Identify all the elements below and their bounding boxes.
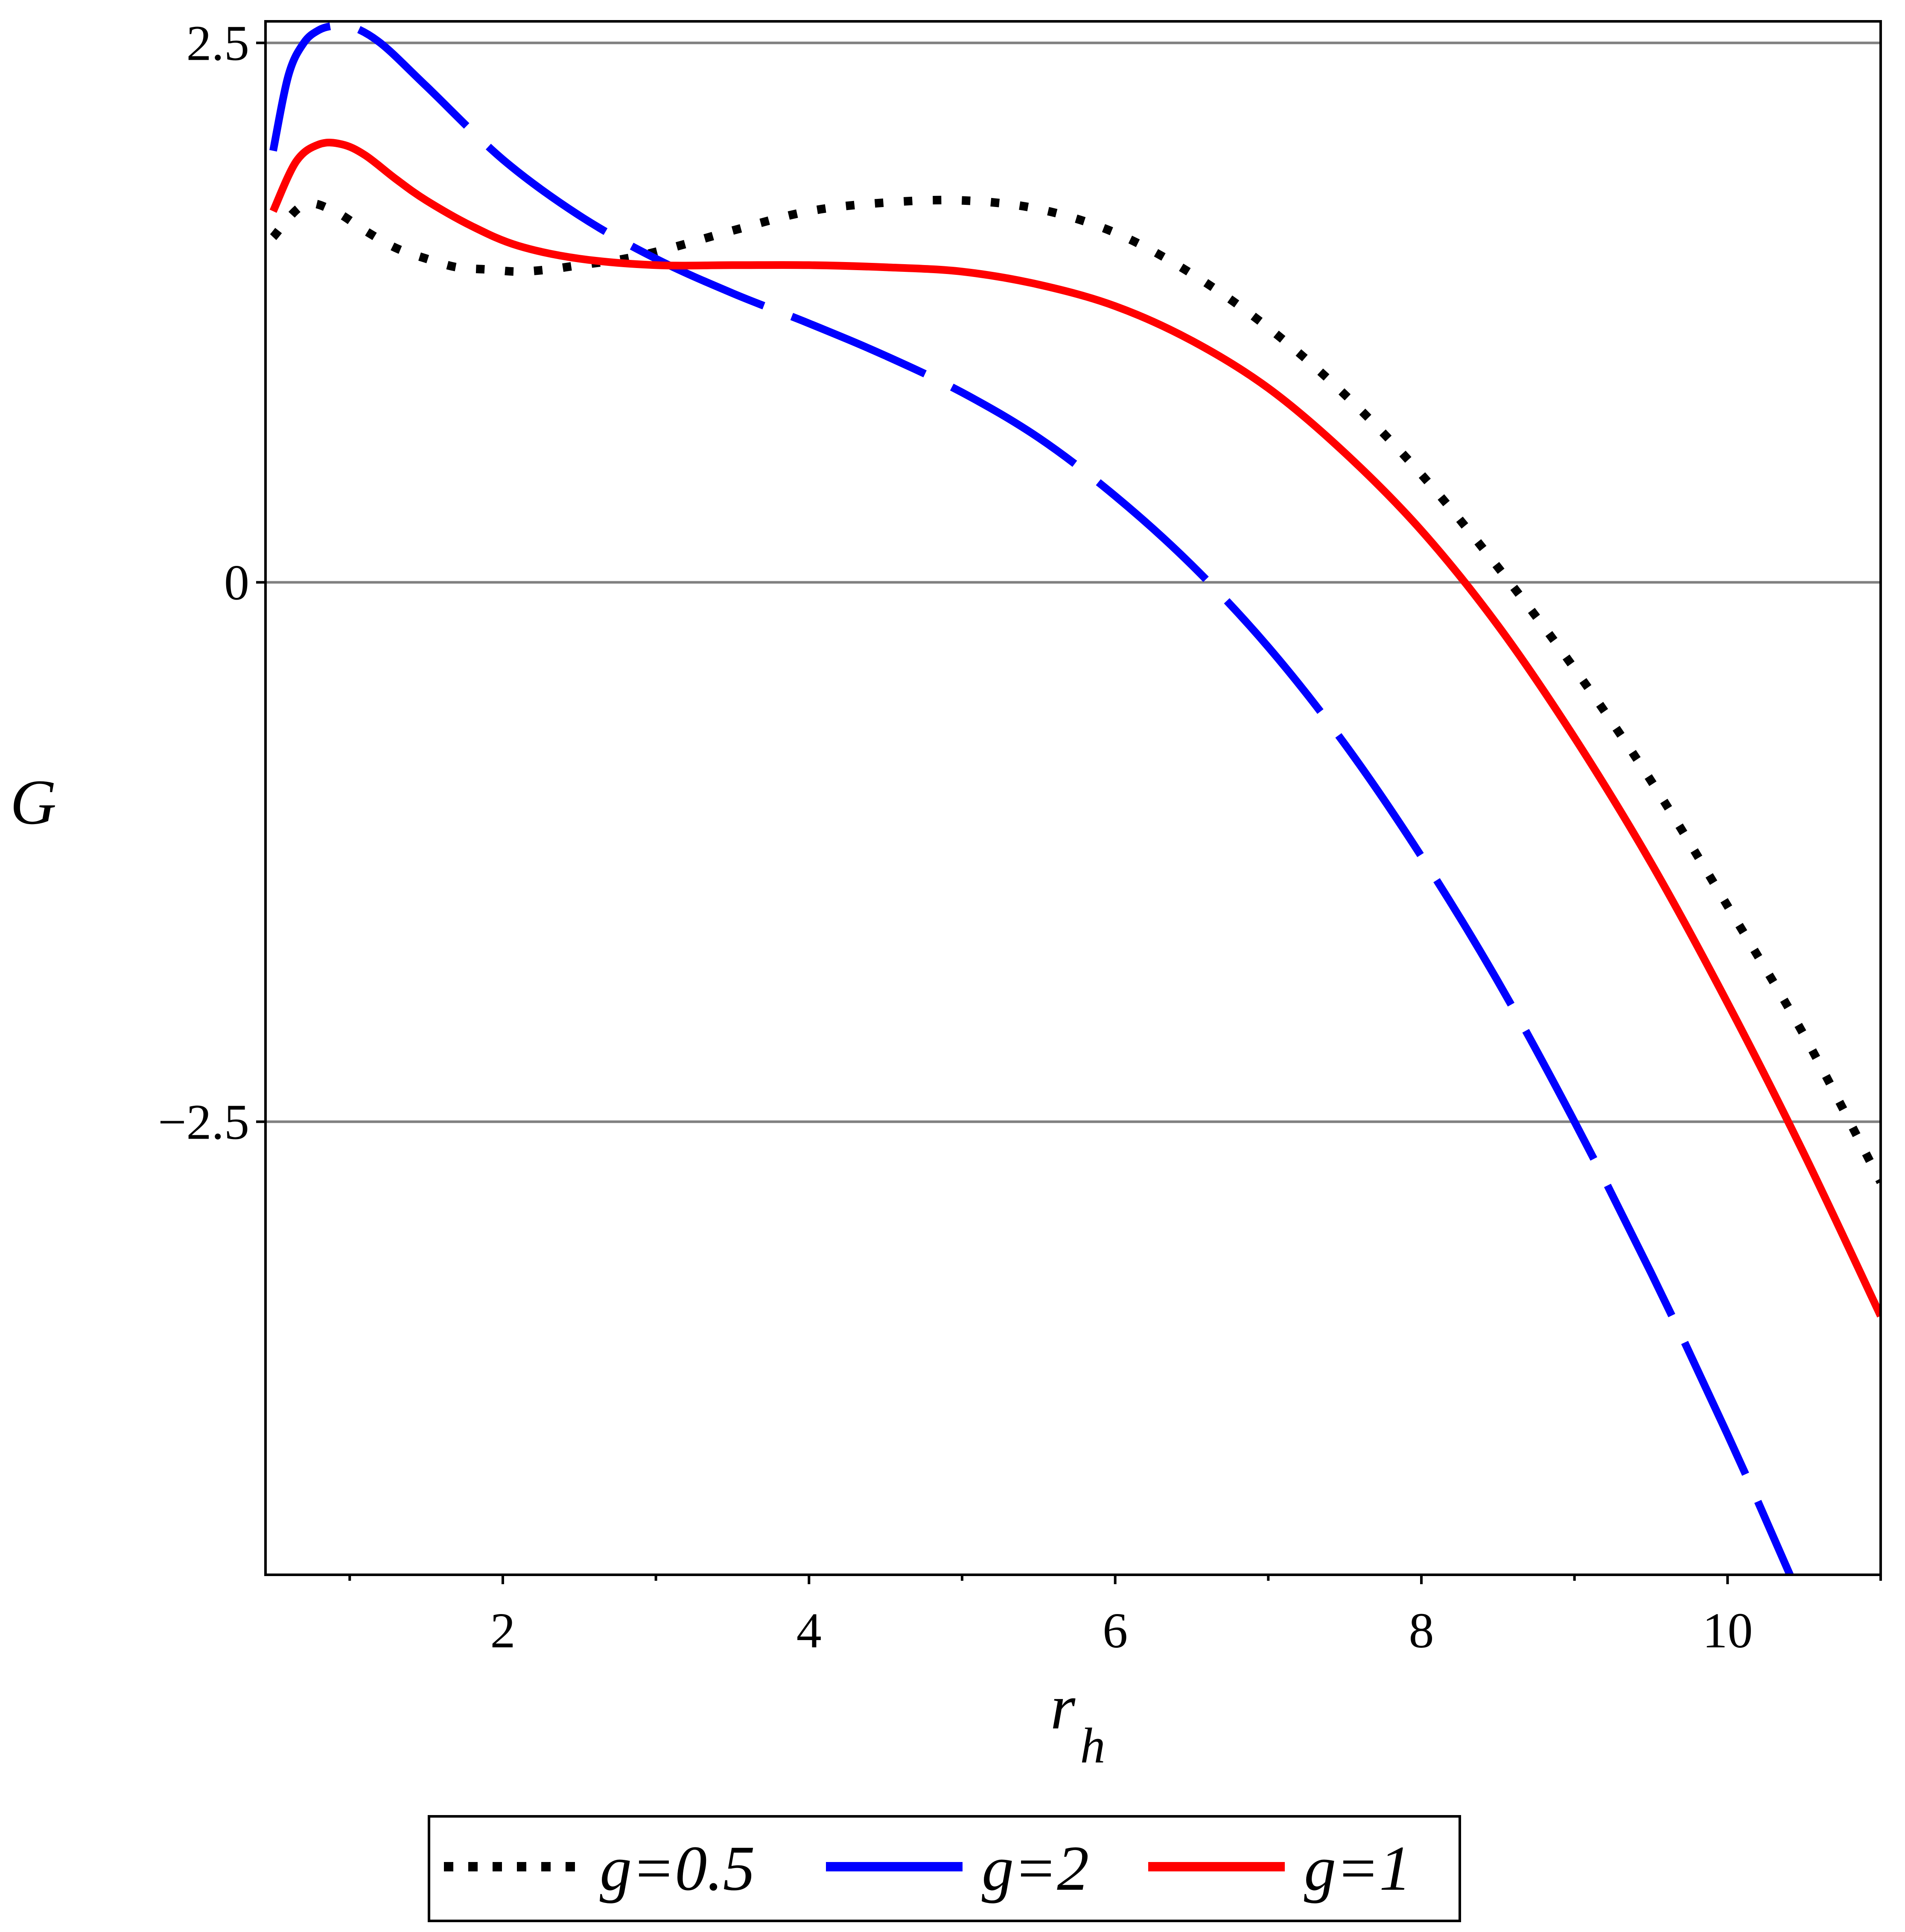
y-axis-title: G [10,767,56,838]
x-tick-label-1: 4 [796,1603,822,1658]
series-line-g-0-5 [270,195,1881,1184]
legend-label-g-2: g=2 [982,1833,1089,1904]
x-tick-label-3: 8 [1409,1603,1434,1658]
x-axis-title-subscript: h [1080,1718,1106,1774]
y-tick-label-2: −2.5 [158,1094,249,1150]
x-tick-label-4: 10 [1702,1603,1753,1658]
series-layer [269,21,1881,1575]
axis-ticks: 2.5 0 −2.5 2 4 6 8 10 [158,15,1882,1658]
series-line-g-1 [269,139,1881,1318]
legend-label-g-0-5: g=0.5 [600,1833,755,1904]
y-tick-label-1: 0 [224,554,249,610]
legend: g=0.5 g=2 g=1 [428,1815,1461,1922]
x-axis-title: r [1050,1672,1076,1743]
plot-frame [264,20,1882,1576]
x-tick-label-2: 6 [1103,1603,1128,1658]
grid-lines [265,41,1881,1123]
legend-label-g-1: g=1 [1304,1833,1411,1904]
series-line-g-2 [269,21,1794,1575]
x-tick-label-0: 2 [490,1603,515,1658]
y-tick-label-0: 2.5 [187,15,250,71]
